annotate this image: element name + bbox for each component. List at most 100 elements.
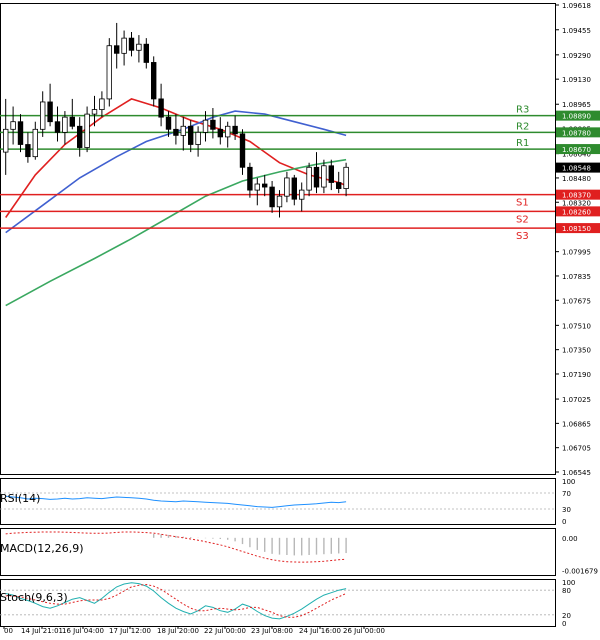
stoch-signal-line [5, 583, 347, 618]
price-axis-label: 1.06705 [562, 445, 591, 453]
candle-body [91, 109, 98, 115]
candle-body [276, 195, 283, 208]
time-axis-label: 16 Jul 04:00 [62, 627, 104, 635]
price-axis-label: 1.09290 [562, 52, 591, 60]
candle-body [62, 116, 68, 133]
level-price-label-r3: 1.08890 [562, 113, 591, 121]
candle-body [269, 186, 275, 208]
candle-body [247, 166, 253, 191]
candle-body [298, 189, 305, 200]
candle-body [121, 37, 127, 54]
macd-axis-label: 0.00 [562, 535, 578, 543]
price-axis-label: 1.08965 [562, 101, 591, 109]
candle-body [343, 166, 349, 189]
price-axis-label: 1.07995 [562, 249, 591, 257]
price-axis-label: 1.07835 [562, 273, 591, 281]
time-axis-label: 24 Jul 16:00 [299, 627, 341, 635]
time-axis-label: 26 Jul 00:00 [343, 627, 385, 635]
level-price-box-r1 [556, 144, 600, 155]
current-price-box [556, 162, 600, 173]
candle-body [195, 131, 201, 145]
stoch-axis-label: 100 [562, 579, 575, 587]
rsi-pane-frame [0, 478, 556, 525]
stoch-axis-label: 20 [562, 612, 571, 620]
candle-body [202, 119, 209, 133]
time-axis-label: 14 Jul 21:01 [21, 627, 63, 635]
stoch-label: Stoch(9,6,3) [0, 591, 68, 604]
candle-body [328, 165, 334, 183]
candle-body [40, 101, 46, 130]
rsi-axis-label: 70 [562, 490, 571, 498]
candle-body [114, 45, 120, 54]
candle-body [128, 37, 135, 51]
stoch-axis-label: 80 [562, 587, 571, 595]
macd-axis-label: -0.001679 [562, 568, 598, 576]
candle-body [313, 166, 320, 188]
candle-body [106, 45, 112, 100]
candle-body [17, 121, 24, 145]
candle-body [284, 177, 290, 197]
candle-body [25, 144, 31, 158]
macd-label: MACD(12,26,9) [0, 542, 84, 555]
candle-body [136, 43, 142, 51]
level-price-box-s3 [556, 223, 600, 234]
candle-body [158, 98, 164, 118]
level-name-s3: S3 [516, 231, 529, 242]
current-price-label: 1.08548 [562, 165, 591, 173]
candle-body [187, 125, 194, 145]
candle-body [3, 128, 9, 153]
price-axis-label: 1.07675 [562, 297, 591, 305]
candle-body [321, 165, 327, 188]
price-axis-label: 1.09130 [562, 76, 591, 84]
time-axis-label: 17 Jul 12:00 [109, 627, 151, 635]
candle-body [10, 121, 16, 130]
macd-pane-frame [0, 528, 556, 576]
level-price-label-r2: 1.08780 [562, 129, 591, 137]
price-axis-label: 1.06865 [562, 420, 591, 428]
price-axis-label: 1.07025 [562, 396, 591, 404]
stoch-pane-frame [0, 579, 556, 627]
level-price-label-r1: 1.08670 [562, 146, 591, 154]
candle-body [54, 121, 61, 133]
rsi-axis-label: 30 [562, 506, 571, 514]
price-axis-label: 1.07510 [562, 322, 591, 330]
level-name-r1: R1 [516, 138, 529, 149]
time-axis-label: 22 Jul 00:00 [204, 627, 246, 635]
level-price-box-r2 [556, 127, 600, 138]
price-axis-label: 1.07350 [562, 347, 591, 355]
candle-body [99, 98, 105, 110]
rsi-label: RSI(14) [0, 492, 40, 505]
level-name-s2: S2 [516, 214, 529, 225]
level-name-r2: R2 [516, 121, 529, 132]
price-axis-label: 1.09455 [562, 27, 591, 35]
candle-body [32, 128, 38, 158]
rsi-line [5, 495, 347, 508]
price-axis-label: 1.08640 [562, 151, 591, 159]
rsi-axis-label: 100 [562, 478, 575, 486]
moving-average-green [5, 158, 347, 307]
price-axis-label: 1.06545 [562, 469, 591, 477]
level-price-label-s2: 1.08260 [562, 208, 591, 216]
level-price-box-s1 [556, 189, 600, 200]
stoch-axis-label: 0 [562, 620, 566, 628]
candle-body [224, 125, 231, 138]
price-axis-label: 1.09618 [562, 2, 591, 10]
level-price-box-r3 [556, 110, 600, 121]
candle-body [143, 43, 149, 63]
candle-body [69, 116, 75, 127]
level-price-box-s2 [556, 206, 600, 217]
time-axis-label: 23 Jul 08:00 [251, 627, 293, 635]
candle-body [291, 177, 297, 200]
candle-body [254, 183, 260, 191]
candle-body [239, 133, 246, 168]
time-axis-label: 18 Jul 20:00 [157, 627, 199, 635]
candle-body [165, 116, 172, 130]
price-axis-label: 1.07190 [562, 371, 591, 379]
candle-body [335, 182, 342, 189]
time-axis-label: 00 [4, 627, 13, 635]
candle-body [84, 113, 90, 148]
candle-body [232, 125, 238, 135]
level-price-label-s3: 1.08150 [562, 225, 591, 233]
candle-body [180, 125, 186, 136]
